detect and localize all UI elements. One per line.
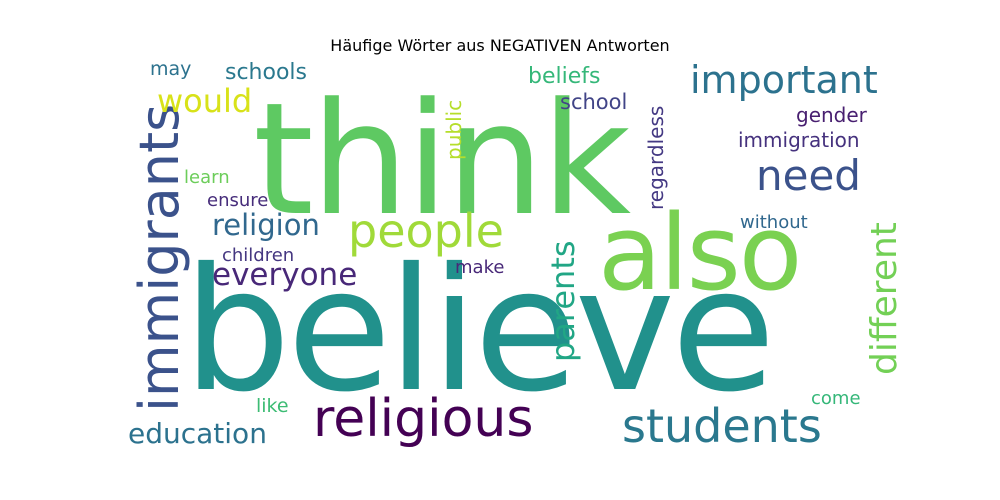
word-people: people xyxy=(348,204,504,258)
word-education: education xyxy=(128,417,267,450)
word-school: school xyxy=(560,90,627,114)
word-schools: schools xyxy=(225,60,307,85)
word-need: need xyxy=(756,151,861,200)
word-come: come xyxy=(811,388,861,409)
word-different: different xyxy=(864,222,905,375)
word-religious: religious xyxy=(313,389,533,449)
word-beliefs: beliefs xyxy=(528,64,600,89)
word-regardless: regardless xyxy=(644,106,668,210)
chart-title: Häufige Wörter aus NEGATIVEN Antworten xyxy=(330,36,670,55)
word-immigrants: immigrants xyxy=(128,104,191,412)
word-learn: learn xyxy=(184,167,230,188)
word-make: make xyxy=(455,257,504,278)
word-would: would xyxy=(157,82,252,120)
word-religion: religion xyxy=(212,208,320,242)
word-without: without xyxy=(740,212,808,233)
word-everyone: everyone xyxy=(212,257,357,293)
word-important: important xyxy=(690,58,878,102)
word-ensure: ensure xyxy=(207,190,268,211)
word-students: students xyxy=(622,399,822,453)
word-may: may xyxy=(150,58,191,80)
word-gender: gender xyxy=(796,103,868,127)
word-also: also xyxy=(598,192,800,314)
word-public: public xyxy=(442,100,466,160)
word-think: think xyxy=(253,69,631,250)
word-immigration: immigration xyxy=(738,128,860,152)
word-believe: believe xyxy=(183,232,772,430)
word-parents: parents xyxy=(544,240,582,362)
word-like: like xyxy=(256,395,289,417)
word-children: children xyxy=(222,245,294,266)
